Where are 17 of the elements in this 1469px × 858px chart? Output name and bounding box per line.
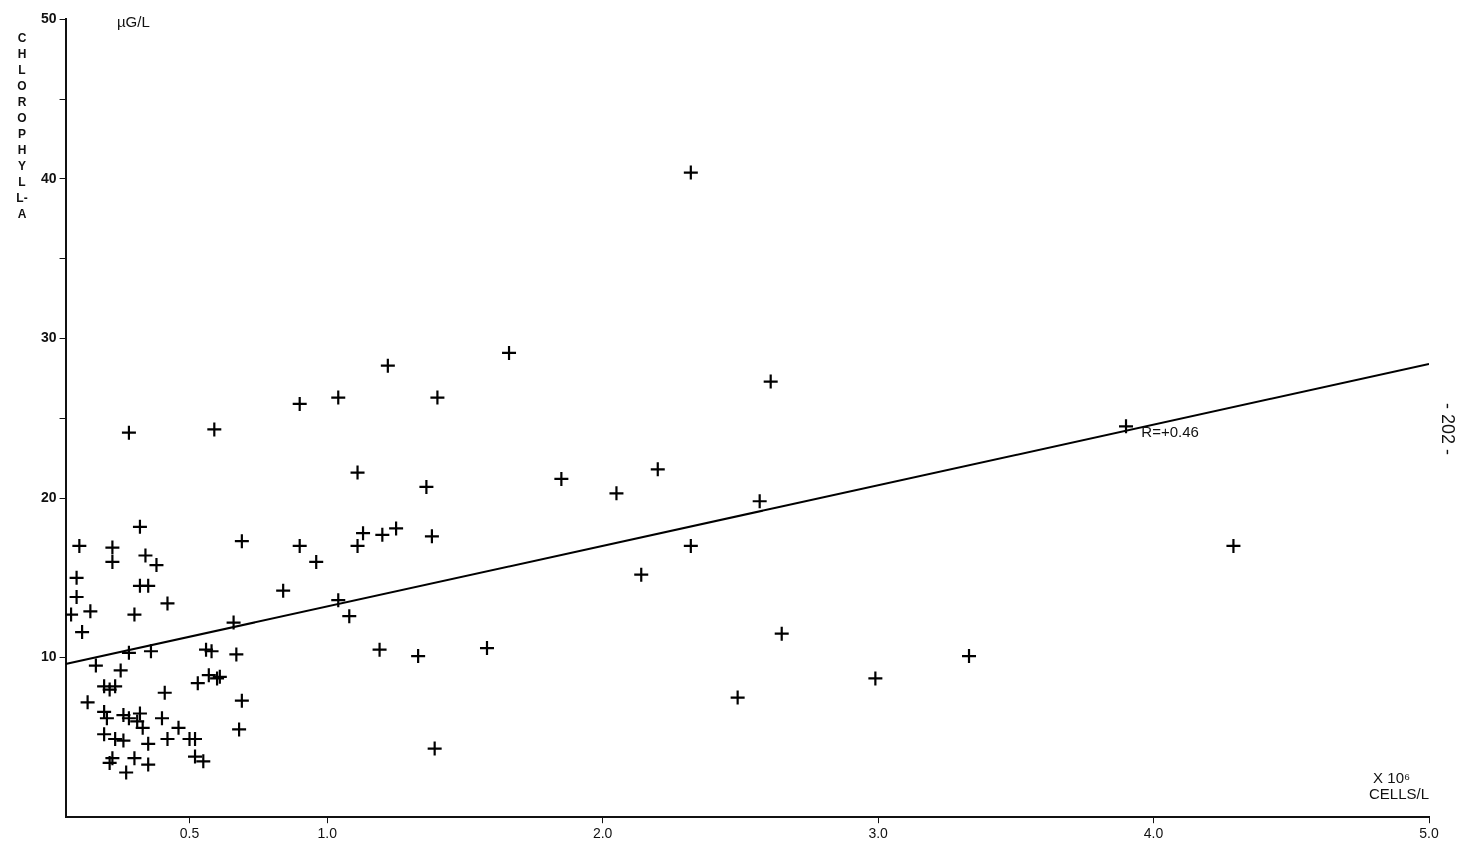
annotation: µG/L <box>116 13 150 31</box>
x-tick-label: 3.0 <box>868 825 889 842</box>
x-tick-label: 1.0 <box>317 825 338 842</box>
text: CHLOROPHYLL-A <box>16 31 28 221</box>
y-tick-label: 50 <box>40 10 57 27</box>
y-tick-label: 30 <box>40 329 57 346</box>
text: - 202 - <box>1437 402 1458 456</box>
x-tick-label: 4.0 <box>1143 825 1164 842</box>
x-axis-title: CELLS/L <box>1368 785 1429 803</box>
x-tick-label: 2.0 <box>592 825 613 842</box>
x-tick-label: 0.5 <box>179 825 200 842</box>
y-tick-label: 20 <box>40 488 57 505</box>
annotation: R=+0.46 <box>1141 423 1199 441</box>
y-tick-label: 10 <box>40 648 57 665</box>
annotation: X 10⁶ <box>1373 768 1411 786</box>
x-tick-label: 5.0 <box>1419 825 1439 842</box>
y-tick-label: 40 <box>40 169 57 186</box>
